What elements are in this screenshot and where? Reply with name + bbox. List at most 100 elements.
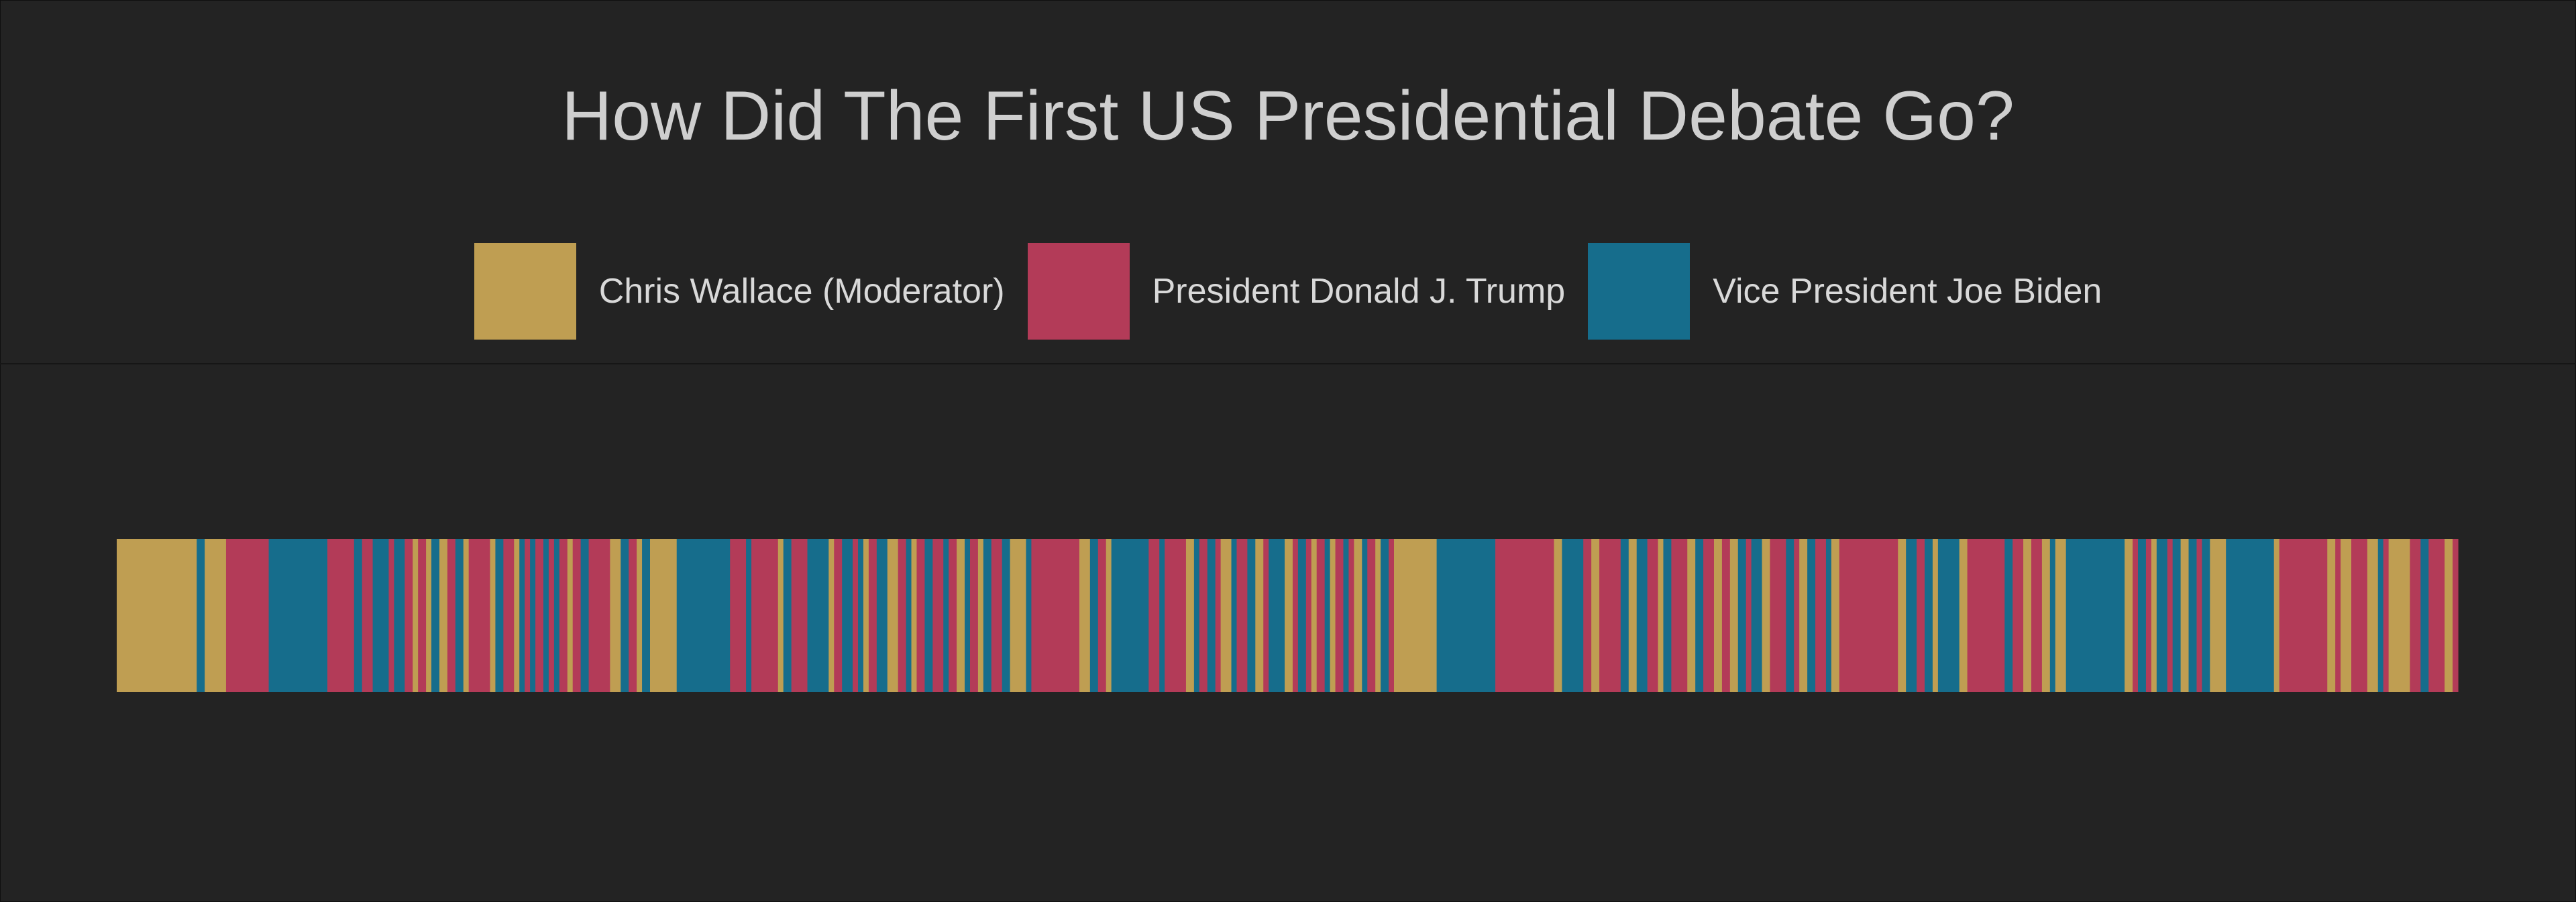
segment-146-biden [1826,539,1832,692]
segment-114-trump [1389,539,1395,692]
segment-32-trump [559,539,568,692]
segment-160-trump [2031,539,2043,692]
segment-74-biden [1002,539,1011,692]
segment-96-trump [1263,539,1269,692]
segment-184-trump [2351,539,2367,692]
legend-swatch-biden [1588,243,1690,340]
segment-174-biden [2189,539,2198,692]
segment-90-trump [1216,539,1222,692]
segment-161-wallace [2042,539,2051,692]
segment-72-biden [983,539,992,692]
segment-101-trump [1306,539,1312,692]
segment-70-trump [970,539,979,692]
segment-29-biden [543,539,549,692]
segment-85-trump [1165,539,1186,692]
segment-45-biden [746,539,752,692]
segment-36-trump [589,539,610,692]
segment-23-trump [503,539,515,692]
segment-47-wallace [778,539,784,692]
segment-150-biden [1906,539,1917,692]
segment-3-trump [226,539,269,692]
segment-137-trump [1746,539,1752,692]
segment-189-trump [2410,539,2421,692]
segment-13-trump [418,539,427,692]
segment-18-biden [455,539,464,692]
segment-152-biden [1925,539,1933,692]
segment-132-trump [1703,539,1715,692]
segment-34-trump [573,539,582,692]
segment-24-wallace [514,539,520,692]
segment-153-wallace [1933,539,1939,692]
segment-102-wallace [1311,539,1318,692]
segment-147-wallace [1831,539,1840,692]
segment-83-trump [1148,539,1160,692]
segment-8-biden [373,539,389,692]
segment-109-wallace [1354,539,1362,692]
segment-52-trump [834,539,843,692]
segment-82-biden [1112,539,1149,692]
segment-123-biden [1621,539,1629,692]
segment-119-biden [1562,539,1583,692]
segment-140-trump [1770,539,1786,692]
segment-106-trump [1336,539,1344,692]
segment-158-trump [2012,539,2024,692]
segment-2-wallace [205,539,226,692]
segment-33-wallace [568,539,574,692]
legend-item-trump: President Donald J. Trump [1028,243,1566,340]
segment-43-biden [677,539,731,692]
segment-175-trump [2196,539,2202,692]
segment-167-biden [2138,539,2147,692]
segment-38-biden [621,539,629,692]
speaker-timeline-bar [0,364,2576,902]
segment-148-trump [1839,539,1898,692]
segment-16-wallace [439,539,448,692]
segment-15-biden [431,539,440,692]
segment-37-wallace [610,539,621,692]
segment-92-biden [1232,539,1238,692]
segment-166-trump [2133,539,2139,692]
segment-94-biden [1247,539,1256,692]
segment-164-biden [2066,539,2125,692]
segment-61-biden [906,539,912,692]
segment-138-biden [1752,539,1763,692]
segment-73-trump [991,539,1003,692]
segment-69-biden [965,539,971,692]
segment-46-trump [751,539,778,692]
segment-176-biden [2202,539,2210,692]
segment-111-trump [1367,539,1376,692]
legend-label-trump: President Donald J. Trump [1152,271,1566,311]
segment-63-trump [916,539,925,692]
segment-7-trump [362,539,374,692]
segment-89-biden [1208,539,1216,692]
segment-28-trump [535,539,544,692]
segment-87-biden [1194,539,1200,692]
segment-103-trump [1317,539,1326,692]
segment-40-wallace [637,539,643,692]
segment-81-wallace [1106,539,1112,692]
segment-136-biden [1738,539,1747,692]
segment-125-biden [1637,539,1648,692]
segment-149-wallace [1898,539,1907,692]
segment-50-biden [808,539,829,692]
segment-156-trump [1968,539,2005,692]
segment-171-trump [2167,539,2174,692]
legend-item-biden: Vice President Joe Biden [1588,243,2102,340]
segment-66-biden [943,539,949,692]
segment-120-trump [1583,539,1592,692]
segment-142-trump [1794,539,1800,692]
segment-173-wallace [2181,539,2190,692]
legend-swatch-wallace [474,243,576,340]
segment-143-wallace [1799,539,1808,692]
segment-172-biden [2173,539,2182,692]
segment-190-biden [2420,539,2429,692]
segment-130-wallace [1687,539,1696,692]
segment-58-biden [877,539,888,692]
segment-163-wallace [2055,539,2067,692]
segment-159-wallace [2023,539,2032,692]
segment-78-wallace [1079,539,1091,692]
segment-95-wallace [1255,539,1264,692]
segment-191-trump [2428,539,2445,692]
segment-186-biden [2378,539,2384,692]
segment-151-trump [1917,539,1925,692]
segment-133-wallace [1714,539,1723,692]
